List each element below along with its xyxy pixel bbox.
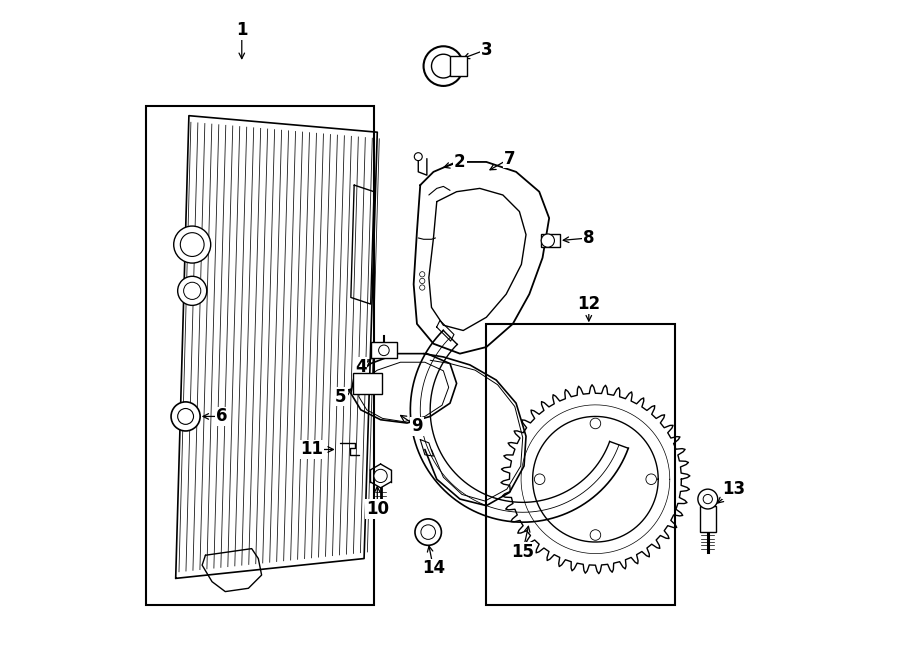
Bar [450,56,466,76]
Text: 3: 3 [481,40,492,59]
Text: 8: 8 [583,229,595,247]
Bar [486,324,675,605]
Circle shape [421,525,436,539]
Text: 1: 1 [236,20,248,39]
Circle shape [646,474,656,485]
Circle shape [590,418,600,429]
Circle shape [419,285,425,290]
Bar [353,373,382,394]
Text: 14: 14 [422,559,445,578]
Circle shape [180,233,204,256]
Circle shape [424,46,464,86]
Circle shape [177,276,207,305]
Circle shape [184,282,201,299]
Circle shape [379,345,389,356]
Bar [146,106,374,605]
Text: 4: 4 [355,358,366,376]
Circle shape [177,408,194,424]
Circle shape [419,278,425,284]
Circle shape [419,272,425,277]
Circle shape [431,54,455,78]
Text: 5: 5 [335,387,346,406]
Text: 2: 2 [454,153,465,171]
Text: 10: 10 [365,500,389,518]
Circle shape [171,402,200,431]
Circle shape [590,529,600,540]
Circle shape [703,494,713,504]
Circle shape [535,474,544,485]
Text: 12: 12 [577,295,600,313]
Text: 6: 6 [216,407,228,426]
Circle shape [174,226,211,263]
Bar [371,342,397,358]
Text: 15: 15 [511,543,535,561]
Text: 7: 7 [504,149,516,168]
Circle shape [374,469,387,483]
Circle shape [414,153,422,161]
Bar [700,506,716,532]
Text: 11: 11 [300,440,323,459]
Bar [541,234,560,247]
Circle shape [698,489,717,509]
Text: 9: 9 [411,417,423,436]
Circle shape [415,519,441,545]
Text: 13: 13 [723,480,746,498]
Circle shape [541,234,554,247]
